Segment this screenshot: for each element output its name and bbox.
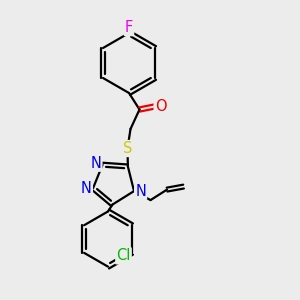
Text: O: O <box>155 99 166 114</box>
Text: N: N <box>91 156 101 171</box>
Text: N: N <box>81 181 92 196</box>
Text: S: S <box>123 141 132 156</box>
Text: N: N <box>135 184 146 199</box>
Text: F: F <box>125 20 133 35</box>
Text: Cl: Cl <box>116 248 131 263</box>
